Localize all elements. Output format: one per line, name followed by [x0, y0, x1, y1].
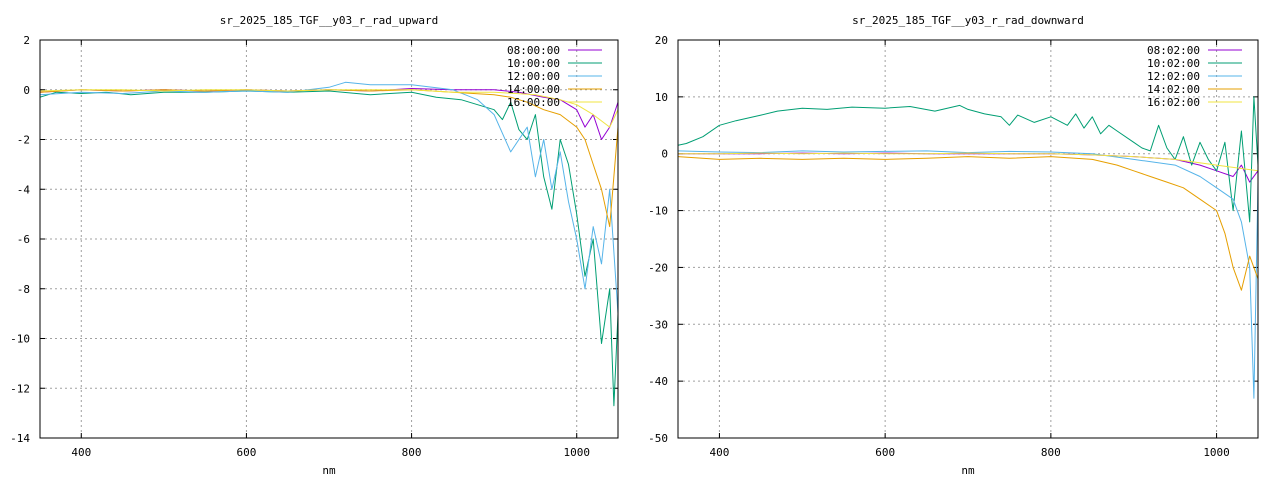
downward-x-axis-label: nm — [961, 464, 975, 477]
downward-y-tick-label: 0 — [661, 148, 668, 161]
downward-legend-label: 10:02:00 — [1147, 57, 1200, 70]
downward-chart-panel: sr_2025_185_TGF__y03_r_rad_downward -50 -4… — [640, 0, 1280, 480]
upward-chart-panel: sr_2025_185_TGF__y03_r_rad_upward -14 -12 -… — [0, 0, 640, 480]
upward-series-line-160000 — [40, 89, 618, 128]
upward-series-line-140000 — [40, 89, 618, 228]
upward-x-tick-label: 400 — [71, 446, 91, 459]
upward-series-group — [40, 81, 618, 407]
upward-legend-label: 10:00:00 — [507, 57, 560, 70]
downward-x-tick-label: 1000 — [1203, 446, 1230, 459]
downward-y-tick-label: 20 — [655, 34, 668, 47]
downward-y-tick-label: -50 — [648, 432, 668, 445]
upward-chart-title: sr_2025_185_TGF__y03_r_rad_upward — [220, 14, 439, 27]
upward-series-line-120000 — [40, 81, 618, 314]
upward-y-tick-label: -6 — [17, 233, 30, 246]
upward-legend-label: 08:00:00 — [507, 44, 560, 57]
downward-y-tick-label: -20 — [648, 261, 668, 274]
upward-legend-label: 16:00:00 — [507, 96, 560, 109]
upward-x-tick-label: 600 — [236, 446, 256, 459]
upward-y-tick-label: 2 — [23, 34, 30, 47]
upward-series-line-100000 — [40, 90, 618, 407]
downward-series-line-100200 — [678, 96, 1258, 223]
upward-plot-frame — [39, 39, 619, 439]
upward-legend-label: 12:00:00 — [507, 70, 560, 83]
downward-legend-label: 16:02:00 — [1147, 96, 1200, 109]
downward-y-tick-label: -10 — [648, 205, 668, 218]
downward-series-line-140200 — [678, 156, 1258, 291]
upward-y-tick-label: -10 — [10, 333, 30, 346]
downward-plot-frame — [677, 39, 1259, 439]
downward-radiance-chart: sr_2025_185_TGF__y03_r_rad_downward -50 -4… — [648, 14, 1259, 477]
downward-legend-label: 14:02:00 — [1147, 83, 1200, 96]
downward-series-line-080200 — [678, 152, 1258, 183]
upward-x-tick-label: 1000 — [563, 446, 590, 459]
downward-x-tick-label: 600 — [875, 446, 895, 459]
upward-y-tick-label: -12 — [10, 382, 30, 395]
upward-y-tick-label: -14 — [10, 432, 30, 445]
upward-x-tick-label: 800 — [402, 446, 422, 459]
downward-chart-title: sr_2025_185_TGF__y03_r_rad_downward — [852, 14, 1084, 27]
downward-legend-label: 12:02:00 — [1147, 70, 1200, 83]
upward-y-tick-label: -2 — [17, 134, 30, 147]
downward-legend-label: 08:02:00 — [1147, 44, 1200, 57]
upward-y-tick-label: 0 — [23, 84, 30, 97]
upward-x-axis-label: nm — [322, 464, 336, 477]
downward-series-line-120200 — [678, 150, 1258, 399]
downward-x-tick-label: 800 — [1041, 446, 1061, 459]
downward-series-group — [678, 96, 1258, 399]
upward-y-tick-label: -8 — [17, 283, 30, 296]
downward-y-tick-label: 10 — [655, 91, 668, 104]
downward-y-tick-label: -40 — [648, 375, 668, 388]
downward-series-line-160200 — [678, 152, 1258, 172]
upward-y-tick-label: -4 — [17, 183, 31, 196]
downward-x-tick-label: 400 — [709, 446, 729, 459]
downward-y-tick-label: -30 — [648, 318, 668, 331]
upward-radiance-chart: sr_2025_185_TGF__y03_r_rad_upward -14 -12 -… — [10, 14, 619, 477]
upward-legend-label: 14:00:00 — [507, 83, 560, 96]
